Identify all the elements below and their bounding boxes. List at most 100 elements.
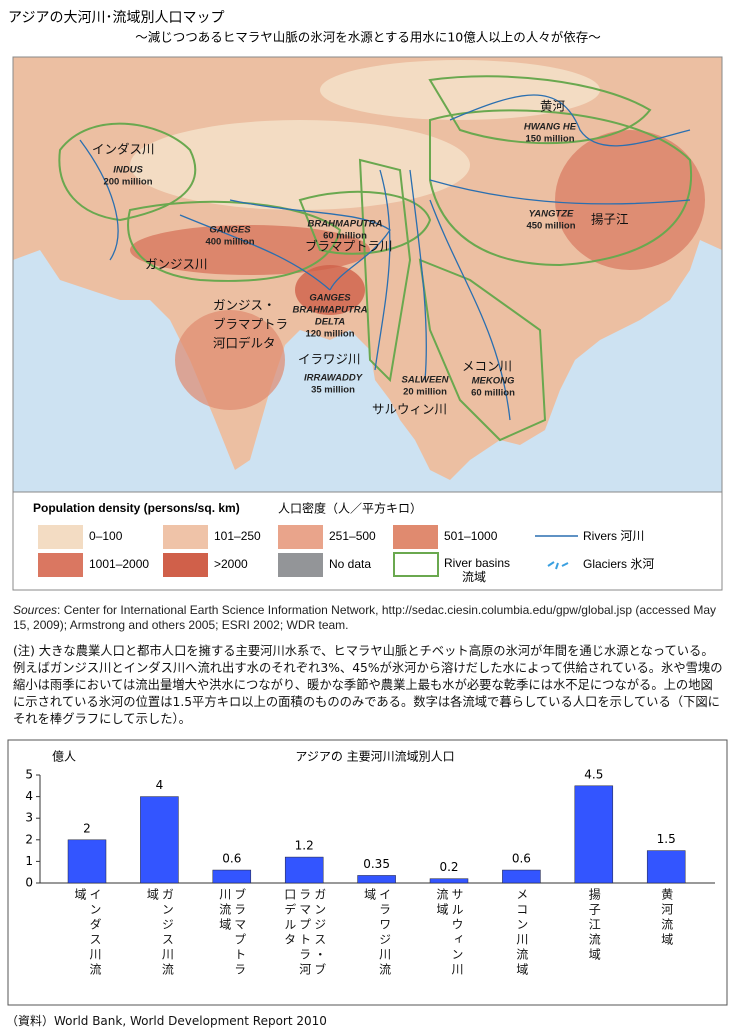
- sources: Sources: Center for International Earth …: [13, 603, 728, 633]
- bar: [574, 785, 614, 884]
- legend-label: Glaciers 氷河: [583, 557, 654, 571]
- x-tick-label: ガンジス川流域: [145, 888, 175, 978]
- chart-title: アジアの 主要河川流域別人口: [295, 750, 454, 764]
- legend-swatch: [278, 525, 323, 549]
- legend-swatch: [38, 525, 83, 549]
- value-label: 0.6: [512, 852, 531, 866]
- value-label: 4: [156, 778, 164, 792]
- bar: [212, 869, 252, 884]
- east-china: [555, 130, 705, 270]
- ganges-plain: [130, 225, 370, 275]
- map-label-ja: 黄河: [540, 99, 566, 114]
- bar: [646, 850, 686, 884]
- x-tick-label: ブラマプトラ川流域: [217, 888, 247, 978]
- river: [429, 179, 691, 205]
- river: [429, 199, 511, 421]
- x-tick-label: メコン川流域: [514, 888, 529, 978]
- map-label-en: YANGTZE: [529, 209, 574, 220]
- map-label-ja: イラワジ川: [298, 352, 361, 367]
- map-label-ja: インダス川: [92, 142, 155, 157]
- x-tick-label: サルウィン川流域: [435, 888, 464, 978]
- x-tick-label: イラワジ川流域: [362, 888, 392, 978]
- value-label: 2: [83, 821, 91, 835]
- map-label-ja: ガンジス・: [213, 298, 276, 313]
- map-label-en: GANGES: [209, 225, 251, 236]
- map-label-pop: 200 million: [103, 177, 152, 188]
- legend-label: Rivers 河川: [583, 529, 644, 543]
- map-label-ja: ガンジス川: [145, 257, 208, 272]
- legend-swatch: [163, 553, 208, 577]
- map-label-en: SALWEEN: [402, 375, 450, 386]
- map-label-ja: ブラマプトラ川: [305, 239, 393, 254]
- x-tick-label: 揚子江流域: [587, 888, 602, 963]
- bar: [502, 869, 541, 884]
- basin: [418, 258, 547, 442]
- y-tick-label: 4: [25, 789, 33, 803]
- river: [409, 169, 427, 381]
- map-label-en: IRRAWADDY: [304, 373, 364, 384]
- map-label-en: BRAHMAPUTRA: [308, 219, 383, 230]
- value-label: 0.6: [222, 852, 241, 866]
- legend-label: 0–100: [89, 529, 123, 543]
- map-label-pop: 450 million: [526, 221, 575, 232]
- legend-label: 251–500: [329, 529, 376, 543]
- title: アジアの大河川･流域別人口マップ: [8, 10, 224, 26]
- legend-label: River basins: [444, 556, 510, 570]
- river: [179, 214, 331, 291]
- y-tick-label: 1: [25, 854, 33, 868]
- x-tick-label: インダス川流域: [73, 888, 102, 978]
- bar: [429, 878, 469, 884]
- river: [229, 199, 391, 291]
- river: [374, 169, 391, 371]
- legend-frame: [12, 491, 723, 591]
- y-tick-label: 2: [25, 832, 33, 846]
- map-label-en: DELTA: [315, 317, 345, 328]
- map-label-pop: 150 million: [525, 134, 574, 145]
- basin: [428, 75, 652, 145]
- basin: [127, 200, 342, 282]
- value-label: 4.5: [584, 767, 603, 781]
- legend-swatch: [38, 553, 83, 577]
- river: [79, 139, 119, 261]
- bar: [357, 875, 396, 884]
- legend-basin: [393, 552, 439, 577]
- map-label-pop: 60 million: [471, 388, 515, 399]
- river: [449, 94, 691, 147]
- map-label-en: INDUS: [113, 165, 143, 176]
- basin: [298, 190, 432, 255]
- subtitle: ～減じつつあるヒマラヤ山脈の氷河を水源とする用水に10億人以上の人々が依存～: [135, 30, 601, 45]
- legend-label: >2000: [214, 557, 248, 571]
- sources-text: : Center for International Earth Science…: [13, 603, 717, 632]
- map-label-ja: メコン川: [462, 359, 512, 374]
- legend-label: No data: [329, 557, 371, 571]
- map-label-ja: サルウィン川: [372, 402, 447, 417]
- map-label-ja: ブラマプトラ: [213, 317, 288, 332]
- value-label: 0.2: [439, 860, 458, 874]
- legend-swatch: [163, 525, 208, 549]
- legend-title-ja: 人口密度（人／平方キロ）: [278, 501, 422, 516]
- bar: [140, 796, 179, 884]
- note: (注) 大きな農業人口と都市人口を擁する主要河川水系で、ヒマラヤ山脈とチベット高…: [13, 644, 723, 726]
- legend-label: 1001–2000: [89, 557, 149, 571]
- value-label: 0.35: [363, 857, 390, 871]
- legend-label: 流域: [462, 570, 486, 584]
- map-label-en: GANGES: [309, 293, 351, 304]
- india-south: [175, 310, 285, 410]
- map-label-pop: 20 million: [403, 387, 447, 398]
- y-tick-label: 5: [25, 768, 33, 782]
- y-tick-label: 0: [25, 876, 33, 890]
- map-label-ja: 揚子江: [591, 212, 629, 227]
- value-label: 1.5: [657, 832, 676, 846]
- map-label-en: HWANG HE: [524, 122, 577, 133]
- map-label-ja: 河口デルタ: [213, 336, 276, 351]
- legend-swatch: [393, 525, 438, 549]
- map-label-pop: 35 million: [311, 385, 355, 396]
- basin: [429, 109, 693, 267]
- map-label-en: BRAHMAPUTRA: [293, 305, 368, 316]
- x-tick-label: 黄河流域: [659, 888, 674, 948]
- legend-glacier: [547, 561, 569, 570]
- sources-label: Sources: [13, 603, 58, 617]
- y-axis-label: 億人: [52, 750, 76, 764]
